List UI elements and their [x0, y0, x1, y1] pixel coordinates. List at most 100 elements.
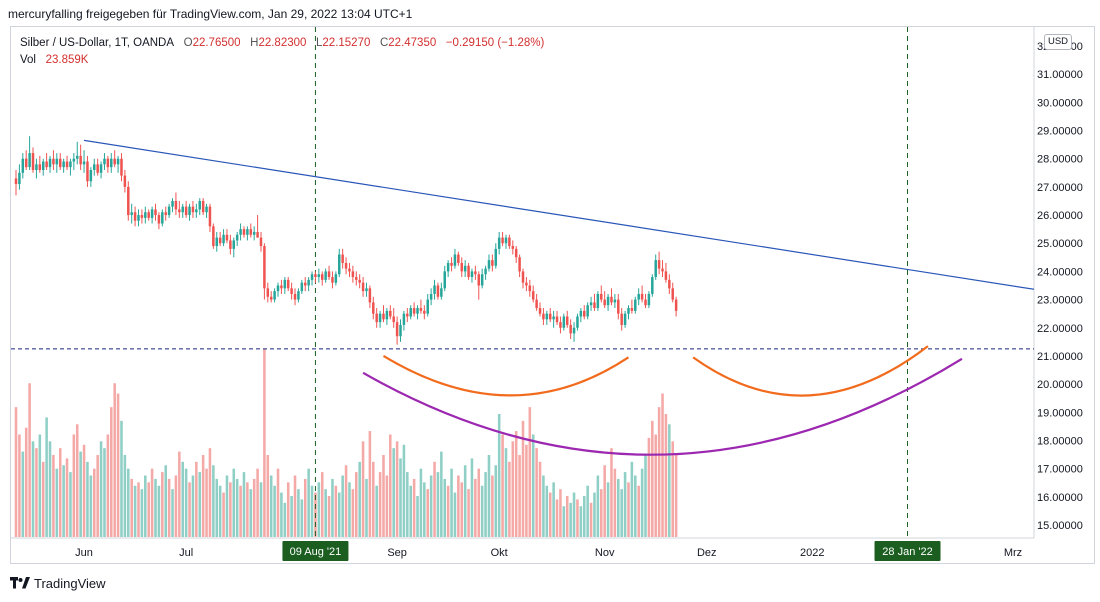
candle-body [674, 299, 678, 311]
currency-badge[interactable]: USD [1044, 34, 1072, 50]
candle [252, 226, 256, 241]
volume-bar [113, 383, 116, 537]
volume-bar [613, 468, 617, 537]
candle [640, 285, 644, 303]
volume-bar [470, 458, 474, 537]
volume-bar [504, 448, 508, 537]
candle-body [99, 164, 103, 173]
volume-bar [72, 434, 76, 537]
candle [623, 310, 627, 328]
candle-body [161, 212, 164, 224]
volume-bar [205, 468, 208, 537]
volume-bar [86, 461, 89, 537]
candle [154, 203, 157, 221]
volume-bar [382, 455, 385, 537]
volume-bar [525, 444, 528, 537]
candle [531, 285, 535, 303]
legend-volume-label[interactable]: Vol [20, 54, 36, 66]
candle-body [637, 293, 640, 300]
candle-body [208, 206, 212, 227]
candle-body [195, 209, 198, 213]
candle [589, 296, 593, 311]
time-tick-label: Nov [595, 547, 615, 559]
volume-bar [229, 482, 232, 537]
candle [399, 319, 402, 342]
volume-bar [55, 468, 59, 537]
legend-symbol[interactable]: Silber / US-Dollar, 1T, OANDA [20, 37, 175, 49]
volume-bar [286, 482, 290, 537]
candle-body [79, 155, 82, 165]
volume-bar [48, 441, 52, 537]
volume-bar [654, 434, 657, 537]
volume-bar [647, 437, 651, 537]
candle-body [167, 206, 171, 216]
candle-body [218, 237, 222, 244]
volume-bar [21, 451, 25, 537]
volume-bar [644, 455, 647, 537]
volume-bar [198, 472, 202, 537]
volume-bar [419, 468, 423, 537]
candle-body [150, 209, 154, 218]
candle-body [501, 237, 504, 244]
candle [229, 234, 232, 255]
candle-body [634, 299, 637, 311]
volume-bar [116, 393, 120, 537]
candle-body [52, 158, 55, 165]
candle [657, 251, 661, 275]
candle [637, 288, 640, 306]
candle-body [82, 161, 86, 165]
candle-body [62, 161, 65, 168]
volume-bar [348, 482, 351, 537]
candle [569, 319, 572, 340]
candle-body [65, 161, 69, 168]
volume-bar [436, 472, 440, 537]
candle-body [307, 279, 310, 286]
volume-bar [89, 475, 93, 537]
volume-bar [52, 455, 55, 537]
candle [463, 260, 467, 278]
volume-bar [45, 417, 48, 537]
candle [174, 192, 178, 216]
time-tick-label: Dez [697, 547, 717, 559]
candle-body [198, 200, 201, 210]
volume-bar [365, 478, 368, 537]
candle-body [181, 206, 184, 213]
candle [528, 279, 532, 297]
candle [93, 158, 96, 176]
candle-body [144, 212, 147, 218]
candle-body [603, 299, 606, 306]
candle-body [565, 316, 569, 325]
tradingview-logo-icon[interactable] [10, 577, 30, 591]
volume-bar [341, 475, 344, 537]
candle [41, 158, 45, 176]
volume-bar [280, 492, 283, 537]
price-tick-label: 15.00000 [1037, 520, 1083, 532]
price-tick-label: 27.00000 [1037, 182, 1083, 194]
candle [647, 291, 651, 309]
candle-body [317, 274, 321, 278]
candle [501, 231, 504, 247]
candle [290, 282, 293, 300]
candle [208, 203, 212, 232]
volume-bar [181, 461, 185, 537]
candle [89, 167, 93, 187]
candle [555, 310, 559, 325]
brand-name[interactable]: TradingView [34, 576, 106, 591]
legend-ohlc-row: Silber / US-Dollar, 1T, OANDA O22.76500 … [20, 35, 544, 52]
candle-body [433, 285, 436, 294]
candle-body [600, 293, 603, 300]
candle [116, 155, 120, 173]
candle [576, 313, 579, 331]
volume-bar [235, 478, 239, 537]
candle [45, 153, 48, 170]
volume-bar [133, 485, 137, 537]
price-chart[interactable]: 15.00000 16.00000 17.00000 18.00000 19.00000… [0, 0, 1100, 570]
candle [627, 305, 630, 320]
candle [375, 308, 378, 328]
candle [644, 293, 647, 309]
price-tick-label: 31.00000 [1037, 69, 1083, 81]
candle-body [525, 282, 528, 286]
candle-body [385, 310, 389, 320]
candle-body [406, 313, 409, 317]
candle [446, 260, 450, 278]
